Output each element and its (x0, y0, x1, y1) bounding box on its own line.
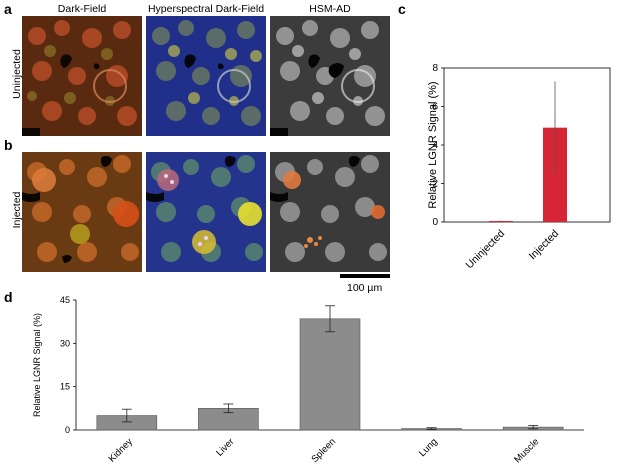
chart-d: 0 15 30 45 Relative LGNR Signal (%) Kidney Liv… (32, 295, 584, 465)
micrograph-hsm-ad-uninjected (270, 16, 390, 136)
y-tick-label: 45 (60, 295, 70, 305)
y-axis-label: Relative LGNR Signal (%) (427, 81, 439, 208)
column-header-dark-field: Dark-Field (57, 3, 107, 15)
x-tick-label-lung: Lung (417, 436, 440, 459)
x-tick-label-uninjected: Uninjected (464, 228, 508, 272)
micrograph-hyperspectral-injected (146, 152, 266, 272)
plot-frame (443, 67, 611, 223)
bar-spleen (299, 318, 361, 431)
y-tick-label: 2 (432, 179, 438, 190)
y-axis-label: Relative LGNR Signal (%) (32, 313, 42, 417)
scale-bar (340, 274, 390, 278)
panel-label-a: a (4, 1, 12, 17)
y-tick-label: 15 (60, 382, 70, 392)
y-tick-label: 6 (432, 102, 438, 113)
x-tick-label-spleen: Spleen (309, 436, 338, 465)
micrograph-dark-field-injected (22, 152, 142, 272)
y-tick-label: 30 (60, 338, 70, 348)
x-tick-label-injected: Injected (527, 228, 562, 263)
chart-c: 0 2 4 6 8 Relative LGNR Signal (%) Uninjected I… (427, 63, 611, 272)
scale-bar-label: 100 µm (347, 282, 383, 294)
panel-label-c: c (398, 1, 406, 17)
micrograph-hsm-ad-injected (270, 152, 390, 272)
y-tick-label: 0 (432, 217, 438, 228)
micrograph-dark-field-uninjected (22, 16, 142, 136)
y-tick-label: 0 (65, 425, 70, 435)
column-header-hyperspectral-dark-field: Hyperspectral Dark-Field (147, 3, 265, 15)
panel-label-b: b (4, 137, 13, 153)
x-tick-label-liver: Liver (214, 436, 236, 458)
y-tick-label: 4 (432, 140, 438, 151)
y-tick-label: 8 (432, 63, 438, 74)
column-header-hsm-ad: HSM-AD (309, 3, 351, 15)
x-tick-label-kidney: Kidney (107, 436, 135, 464)
panel-label-d: d (4, 289, 13, 305)
micrograph-hyperspectral-uninjected (146, 16, 266, 136)
x-tick-label-muscle: Muscle (512, 436, 541, 465)
